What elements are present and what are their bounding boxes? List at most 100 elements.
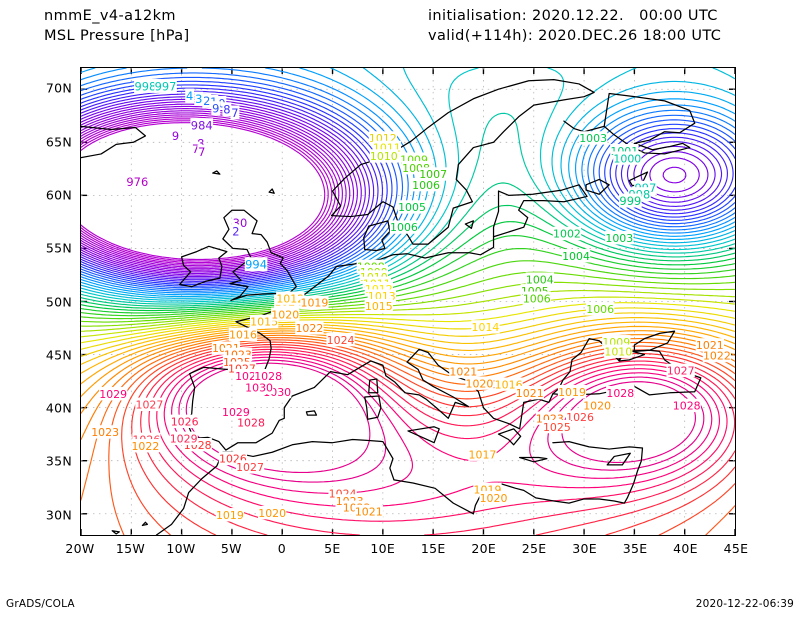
x-tick-20W: 20W: [65, 541, 95, 556]
contour-label: 1016: [229, 328, 257, 341]
y-tick-60N: 60N: [45, 187, 72, 203]
pressure-contour-map: 9989974321098798498779763029941015101610…: [80, 67, 736, 536]
contour-label: 7: [231, 106, 238, 120]
contour-label: 9: [172, 129, 179, 143]
contour-label: 1003: [605, 232, 633, 245]
contour-label: 1007: [419, 168, 447, 181]
contour-label: 999: [619, 194, 641, 208]
initialisation-time: initialisation: 2020.12.22. 00:00 UTC: [428, 8, 718, 24]
field-name: MSL Pressure [hPa]: [44, 28, 190, 44]
x-tick-15E: 15E: [420, 541, 446, 556]
contour-label: 1015: [365, 300, 393, 313]
contour-label: 1006: [586, 303, 614, 316]
y-tick-50N: 50N: [45, 294, 72, 309]
contour-label: 1029: [170, 432, 198, 445]
generation-timestamp: 2020-12-22-06:39: [695, 598, 794, 610]
contour-label: 1026: [171, 415, 199, 428]
contour-label: 1029: [99, 388, 127, 401]
contour-label: 997: [155, 79, 177, 93]
model-name: nmmE_v4-a12km: [44, 8, 176, 24]
x-tick-5E: 5E: [324, 541, 341, 556]
contour-label: 1023: [91, 426, 119, 439]
contour-label: 1010: [604, 345, 632, 358]
contour-label: 1010: [370, 150, 398, 163]
contour-label: 1012: [276, 292, 304, 305]
contour-label: 1027: [236, 461, 264, 474]
contour-label: 8: [223, 103, 230, 117]
x-tick-0: 0: [277, 541, 286, 556]
contour-label: 8: [197, 137, 204, 151]
contour-label: 1019: [300, 297, 328, 310]
contour-label: 1020: [466, 377, 494, 390]
contour-label: 1022: [703, 350, 731, 363]
contour-label: 4: [186, 89, 193, 103]
contour-label: 1020: [583, 400, 611, 413]
contour-label: 1028: [673, 400, 701, 413]
contour-label: 1027: [667, 365, 695, 378]
contour-label: 1020: [271, 308, 299, 321]
y-tick-30N: 30N: [45, 507, 72, 523]
y-tick-40N: 40N: [45, 400, 72, 416]
contour-label: 1022: [295, 322, 323, 335]
contour-label: 1002: [553, 228, 581, 241]
contour-label: 1026: [566, 411, 594, 424]
contour-label: 2: [232, 225, 239, 239]
contour-label: 994: [245, 258, 267, 272]
x-tick-40E: 40E: [673, 541, 698, 556]
contour-label: 1004: [562, 250, 590, 263]
contour-label: 1006: [412, 179, 440, 192]
contour-label: 1006: [523, 292, 551, 305]
contour-label: 9: [212, 102, 219, 116]
contour-label: 984: [191, 119, 213, 133]
contour-label: 1025: [543, 421, 571, 434]
x-tick-45E: 45E: [723, 541, 749, 556]
contour-label: 1017: [469, 448, 497, 461]
contour-lines: [81, 68, 735, 535]
x-tick-10E: 10E: [370, 541, 396, 556]
x-tick-30E: 30E: [572, 541, 597, 556]
contour-label: 3: [195, 92, 202, 106]
x-tick-5W: 5W: [220, 541, 242, 556]
contour-label: 1030: [245, 382, 273, 395]
contour-label: 7: [192, 142, 199, 156]
contour-label: 1014: [472, 321, 500, 334]
contour-label: 1020: [258, 507, 286, 520]
contour-label: 1028: [254, 370, 282, 383]
contour-label: 976: [126, 175, 148, 189]
contour-label: 998: [134, 79, 156, 93]
x-tick-15W: 15W: [115, 541, 146, 556]
contour-label: 1015: [250, 316, 278, 329]
y-tick-65N: 65N: [45, 134, 72, 150]
contour-label: 1028: [606, 387, 634, 400]
contour-label: 1021: [516, 387, 544, 400]
contour-label: 1028: [237, 417, 265, 430]
contour-label: 1020: [480, 492, 508, 505]
header-right-block: initialisation: 2020.12.22. 00:00 UTC va…: [428, 6, 721, 46]
contour-label: 1027: [135, 399, 163, 412]
contour-plot-svg: 9989974321098798498779763029941015101610…: [81, 68, 735, 535]
contour-label: 1021: [449, 366, 477, 379]
contour-label: 1006: [390, 221, 418, 234]
contour-label: 1024: [327, 334, 355, 347]
contour-label: 1021: [696, 339, 724, 352]
contour-label: 1019: [216, 509, 244, 522]
contour-label: 1022: [131, 440, 159, 453]
y-tick-35N: 35N: [45, 453, 72, 469]
contour-label: 2: [203, 94, 210, 108]
x-tick-25E: 25E: [521, 541, 547, 556]
x-tick-35E: 35E: [622, 541, 648, 556]
x-tick-20E: 20E: [471, 541, 497, 556]
contour-value-labels: 9989974321098798498779763029941015101610…: [90, 78, 732, 522]
contour-label: 7: [198, 145, 205, 159]
contour-label: 1029: [222, 406, 250, 419]
y-tick-70N: 70N: [45, 80, 72, 96]
contour-label: 1021: [355, 506, 383, 519]
producer-credit: GrADS/COLA: [6, 598, 75, 610]
contour-label: 1005: [398, 201, 426, 214]
contour-label: 0: [218, 96, 225, 110]
contour-label: 1000: [613, 152, 641, 165]
contour-label: 1004: [526, 273, 554, 286]
contour-label: 1003: [579, 132, 607, 145]
x-tick-10W: 10W: [166, 541, 196, 556]
valid-time: valid(+114h): 2020.DEC.26 18:00 UTC: [428, 28, 722, 44]
